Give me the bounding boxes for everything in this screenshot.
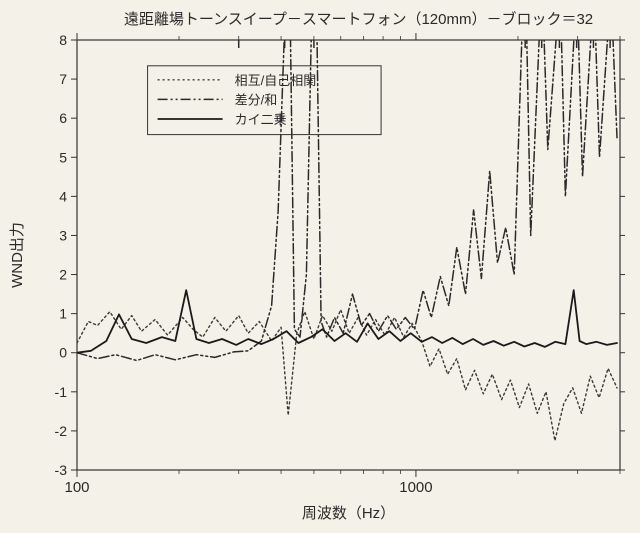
y-tick-label: 7 — [59, 71, 67, 87]
y-tick-label: 2 — [59, 267, 67, 283]
y-tick-label: 6 — [59, 110, 67, 126]
chart-bg — [0, 0, 640, 533]
chart-container: -3 -2 -1 0 1 2 3 4 5 6 7 8 100 1000 遠距離場トーンスイープ－スマートフォ… — [0, 0, 640, 533]
y-tick-label: 3 — [59, 227, 67, 243]
legend-label: 差分/和 — [235, 92, 278, 107]
y-tick-label: 0 — [59, 345, 67, 361]
y-tick-label: 4 — [59, 188, 67, 204]
y-tick-label: 8 — [59, 32, 67, 48]
chart-title: 遠距離場トーンスイープ－スマートフォン（120mm）－ブロック＝32 — [124, 10, 593, 28]
y-tick-label: -2 — [55, 423, 68, 439]
x-axis-label: 周波数（Hz） — [302, 505, 395, 522]
legend-label: 相互/自己相関 — [235, 73, 317, 88]
y-tick-label: 1 — [59, 306, 67, 322]
y-tick-label: -1 — [55, 384, 68, 400]
legend-label: カイ二乗 — [235, 112, 287, 127]
y-tick-label: -3 — [55, 462, 68, 478]
x-tick-label: 1000 — [399, 479, 432, 496]
x-tick-label: 100 — [64, 479, 89, 496]
y-tick-label: 5 — [59, 149, 67, 165]
chart-svg: -3 -2 -1 0 1 2 3 4 5 6 7 8 100 1000 遠距離場トーンスイープ－スマートフォ… — [0, 0, 640, 533]
y-axis-label: WND出力 — [9, 222, 26, 288]
